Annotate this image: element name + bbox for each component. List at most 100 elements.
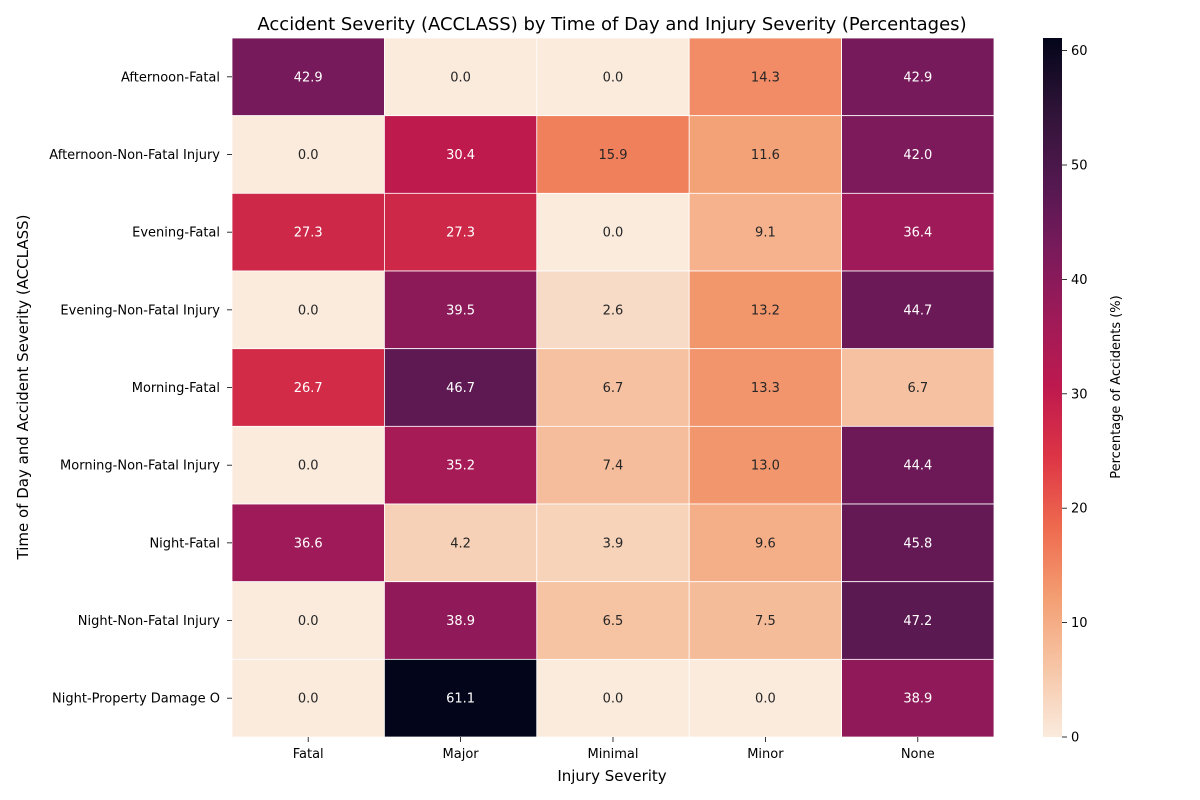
cell-value-label: 13.3 (751, 381, 780, 396)
cell-value-label: 0.0 (298, 148, 319, 163)
heatmap-cell (841, 115, 995, 194)
heatmap-cell (688, 270, 843, 350)
heatmap-cell (231, 503, 385, 583)
heatmap-cell (383, 348, 538, 427)
heatmap-cells: 42.9 0.0 0.0 14.3 42.9 0.0 30.4 15.9 11.6 42.0 27.… (231, 37, 995, 738)
cell-value-label: 15.9 (599, 148, 628, 163)
colorbar-ticks: 0 10 20 30 40 50 60 (1062, 44, 1088, 746)
colorbar-tick-label: 0 (1071, 731, 1079, 746)
y-tick-label: Morning-Non-Fatal Injury (60, 459, 220, 474)
x-axis-label: Injury Severity (557, 767, 666, 785)
heatmap-cell (841, 658, 995, 738)
heatmap-cell (231, 115, 385, 194)
x-tick-label: Minimal (588, 747, 639, 762)
cell-value-label: 6.5 (603, 614, 624, 629)
cell-value-label: 0.0 (298, 692, 319, 707)
heatmap-cell (688, 192, 843, 272)
x-tick-label: Minor (747, 747, 784, 762)
colorbar-label: Percentage of Accidents (%) (1109, 295, 1124, 479)
heatmap-cell (536, 581, 690, 660)
cell-value-label: 9.1 (755, 226, 776, 241)
colorbar (1043, 38, 1062, 737)
cell-value-label: 47.2 (903, 614, 932, 629)
heatmap-cell (383, 425, 538, 505)
cell-value-label: 26.7 (294, 381, 323, 396)
x-tick-label: Major (443, 747, 480, 762)
y-tick-label: Afternoon-Fatal (121, 70, 220, 85)
cell-value-label: 13.0 (751, 459, 780, 474)
heatmap-cell (688, 581, 843, 660)
heatmap-cell (536, 115, 690, 194)
heatmap-cell (841, 270, 995, 350)
cell-value-label: 42.0 (903, 148, 932, 163)
heatmap-cell (231, 37, 385, 117)
cell-value-label: 44.4 (903, 459, 932, 474)
colorbar-tick-label: 30 (1071, 387, 1088, 402)
heatmap-cell (231, 658, 385, 738)
colorbar-tick-label: 10 (1071, 616, 1088, 631)
cell-value-label: 27.3 (446, 226, 475, 241)
heatmap-cell (841, 192, 995, 272)
chart-title: Accident Severity (ACCLASS) by Time of D… (257, 14, 966, 35)
heatmap-cell (383, 37, 538, 117)
heatmap-cell (536, 192, 690, 272)
y-tick-label: Morning-Fatal (132, 381, 220, 396)
cell-value-label: 30.4 (446, 148, 475, 163)
heatmap-cell (536, 658, 690, 738)
cell-value-label: 44.7 (903, 303, 932, 318)
cell-value-label: 27.3 (294, 226, 323, 241)
heatmap-cell (383, 192, 538, 272)
y-tick-label: Evening-Non-Fatal Injury (60, 303, 220, 318)
heatmap-cell (231, 581, 385, 660)
heatmap-cell (536, 270, 690, 350)
cell-value-label: 38.9 (903, 692, 932, 707)
heatmap-cell (688, 37, 843, 117)
cell-value-label: 0.0 (603, 70, 624, 85)
heatmap-cell (688, 425, 843, 505)
heatmap-cell (841, 503, 995, 583)
cell-value-label: 6.7 (907, 381, 928, 396)
cell-value-label: 9.6 (755, 536, 776, 551)
colorbar-tick-label: 60 (1071, 44, 1088, 59)
y-tick-label: Afternoon-Non-Fatal Injury (49, 148, 220, 163)
y-tick-label: Evening-Fatal (132, 226, 220, 241)
cell-value-label: 46.7 (446, 381, 475, 396)
cell-value-label: 13.2 (751, 303, 780, 318)
heatmap-cell (536, 425, 690, 505)
cell-value-label: 3.9 (603, 536, 624, 551)
x-tick-label: Fatal (293, 747, 324, 762)
y-tick-label: Night-Fatal (149, 536, 220, 551)
cell-value-label: 36.4 (903, 226, 932, 241)
heatmap-cell (841, 37, 995, 117)
heatmap-cell (383, 581, 538, 660)
cell-value-label: 61.1 (446, 692, 475, 707)
y-tick-labels: Afternoon-Fatal Afternoon-Non-Fatal Injur… (49, 70, 232, 707)
y-axis-label: Time of Day and Accident Severity (ACCLA… (14, 214, 32, 560)
cell-value-label: 39.5 (446, 303, 475, 318)
cell-value-label: 36.6 (294, 536, 323, 551)
cell-value-label: 45.8 (903, 536, 932, 551)
cell-value-label: 14.3 (751, 70, 780, 85)
cell-value-label: 35.2 (446, 459, 475, 474)
cell-value-label: 0.0 (755, 692, 776, 707)
heatmap-cell (841, 425, 995, 505)
colorbar-tick-label: 20 (1071, 502, 1088, 517)
heatmap-cell (536, 37, 690, 117)
heatmap-cell (231, 348, 385, 427)
cell-value-label: 6.7 (603, 381, 624, 396)
cell-value-label: 0.0 (298, 303, 319, 318)
cell-value-label: 7.4 (603, 459, 624, 474)
cell-value-label: 4.2 (450, 536, 471, 551)
cell-value-label: 0.0 (298, 614, 319, 629)
y-tick-label: Night-Property Damage O (52, 692, 220, 707)
y-tick-label: Night-Non-Fatal Injury (78, 614, 221, 629)
cell-value-label: 11.6 (751, 148, 780, 163)
colorbar-tick-label: 40 (1071, 273, 1088, 288)
cell-value-label: 0.0 (450, 70, 471, 85)
cell-value-label: 2.6 (603, 303, 624, 318)
heatmap-cell (841, 581, 995, 660)
heatmap-cell (383, 270, 538, 350)
heatmap-cell (841, 348, 995, 427)
colorbar-tick-label: 50 (1071, 158, 1088, 173)
